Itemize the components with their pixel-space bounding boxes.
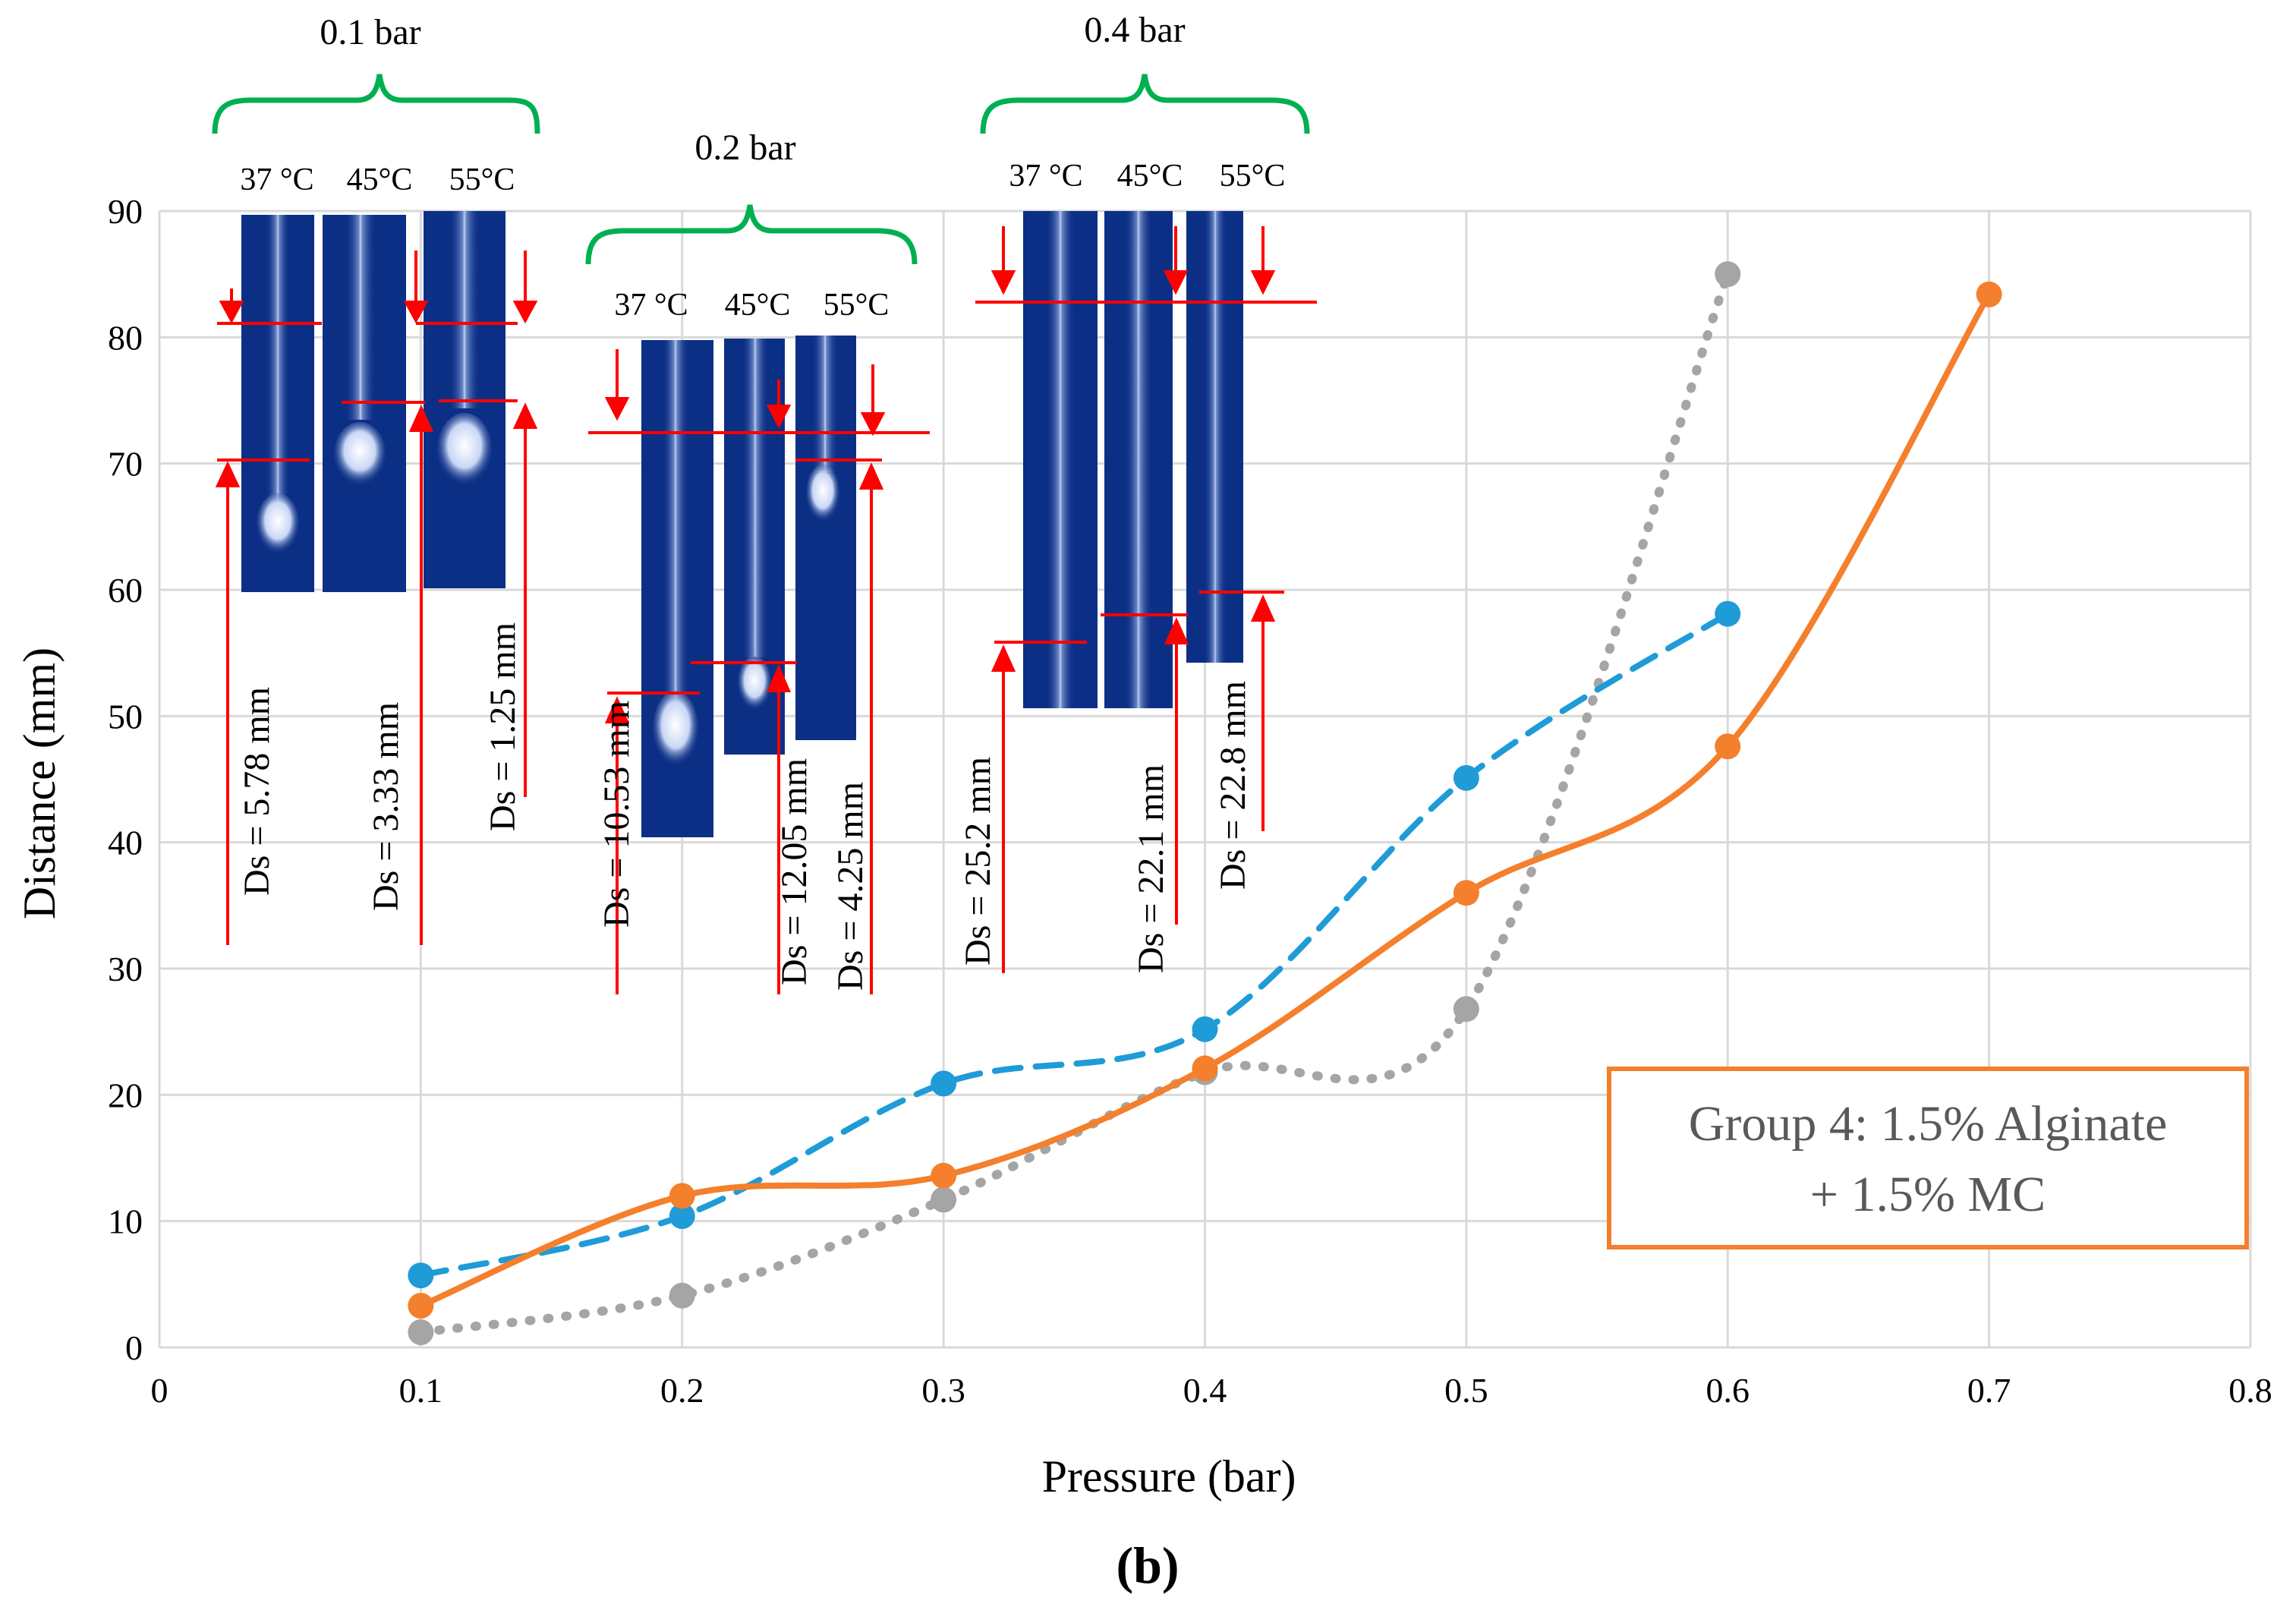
- photo-0.1-37: [241, 215, 314, 592]
- brace-0.2-bar: [585, 204, 918, 265]
- series-0-point-0: [408, 1262, 434, 1289]
- temp-label-0.4-45: 45°C: [1117, 159, 1183, 194]
- annotation-line-2: + 1.5% MC: [1810, 1167, 2046, 1222]
- x-axis-title: Pressure (bar): [1042, 1451, 1296, 1501]
- annotation-line-1: Group 4: 1.5% Alginate: [1689, 1096, 2168, 1152]
- series-2-point-2: [931, 1162, 957, 1189]
- data-series: [408, 261, 2002, 1346]
- x-tick-label: 0.5: [1444, 1371, 1488, 1410]
- temp-label-0.2-37: 37 °C: [614, 288, 688, 323]
- temp-label-0.2-45: 45°C: [725, 288, 791, 323]
- series-2-point-3: [1192, 1055, 1218, 1082]
- figure-caption: (b): [1116, 1536, 1179, 1594]
- inset-photos: 0.1 bar 37 °C 45°C 55°C: [212, 10, 1317, 994]
- pressure-label-0.4: 0.4 bar: [1084, 10, 1185, 50]
- photo-0.4-37: [1023, 211, 1098, 708]
- ds-label-0.2-37: Ds = 10.53 mm: [597, 701, 637, 928]
- brace-0.4-bar: [980, 74, 1310, 134]
- temp-label-0.4-55: 55°C: [1220, 159, 1286, 194]
- series-2-point-5: [1715, 733, 1741, 760]
- x-tick-label: 0.4: [1183, 1371, 1227, 1410]
- x-tick-label: 0.8: [2228, 1371, 2272, 1410]
- ds-label-0.2-55: Ds = 4.25 mm: [830, 782, 871, 991]
- inset-group-0.2-bar: 0.2 bar 37 °C 45°C 55°C: [585, 128, 930, 994]
- x-tick-label: 0.7: [1967, 1371, 2011, 1410]
- temp-label-0.1-37: 37 °C: [240, 162, 313, 197]
- photo-0.2-45: [724, 339, 785, 755]
- inset-group-0.4-bar: 0.4 bar 37 °C 45°C 55°C: [958, 10, 1317, 973]
- temp-label-0.1-45: 45°C: [347, 162, 413, 197]
- series-1-point-1: [669, 1282, 695, 1309]
- temp-label-0.4-37: 37 °C: [1009, 159, 1082, 194]
- temp-label-0.2-55: 55°C: [824, 288, 890, 323]
- y-tick-label: 80: [108, 318, 143, 357]
- x-tick-label: 0.2: [660, 1371, 704, 1410]
- series-1-point-5: [1715, 261, 1741, 288]
- ds-label-0.4-45: Ds = 22.1 mm: [1131, 764, 1171, 973]
- ds-label-0.1-55: Ds = 1.25 mm: [483, 622, 523, 831]
- pressure-label-0.2: 0.2 bar: [694, 128, 795, 168]
- series-1-point-2: [931, 1186, 957, 1213]
- photo-0.4-45: [1104, 211, 1173, 708]
- y-tick-label: 30: [108, 950, 143, 988]
- temp-label-0.1-55: 55°C: [449, 162, 515, 197]
- x-tick-label: 0.3: [921, 1371, 965, 1410]
- x-tick-label: 0.6: [1706, 1371, 1750, 1410]
- annotation-border: [1607, 1067, 2249, 1249]
- photo-0.4-55: [1186, 211, 1243, 663]
- series-2-point-1: [669, 1183, 695, 1209]
- y-tick-label: 60: [108, 571, 143, 610]
- y-tick-label: 20: [108, 1076, 143, 1114]
- series-1-point-4: [1453, 996, 1479, 1022]
- photo-0.2-55: [795, 336, 856, 740]
- series-2-point-0: [408, 1293, 434, 1319]
- ds-label-0.1-45: Ds = 3.33 mm: [366, 702, 406, 911]
- series-0-point-1: [669, 1203, 695, 1230]
- series-0-point-3: [1192, 1016, 1218, 1042]
- series-2-point-4: [1453, 880, 1479, 906]
- series-1-point-0: [408, 1319, 434, 1346]
- series-2-point-6: [1976, 281, 2002, 307]
- ds-label-0.1-37: Ds = 5.78 mm: [237, 687, 277, 896]
- y-tick-label: 0: [125, 1328, 143, 1367]
- series-0-point-4: [1453, 764, 1479, 791]
- series-line-0: [417, 610, 1731, 1279]
- y-tick-label: 90: [108, 192, 143, 231]
- ds-label-0.2-45: Ds = 12.05 mm: [774, 758, 814, 985]
- photo-0.2-37: [641, 340, 713, 837]
- y-tick-label: 50: [108, 697, 143, 736]
- series-0-point-2: [931, 1070, 957, 1097]
- inset-group-0.1-bar: 0.1 bar 37 °C 45°C 55°C: [212, 12, 540, 945]
- y-tick-label: 70: [108, 445, 143, 484]
- y-tick-label: 40: [108, 824, 143, 862]
- y-axis-title: Distance (mm): [14, 648, 65, 919]
- x-tick-label: 0: [151, 1371, 168, 1410]
- brace-0.1-bar: [212, 74, 540, 134]
- group-annotation: Group 4: 1.5% Alginate + 1.5% MC: [1607, 1067, 2249, 1249]
- axes: 0 10 20 30 40 50 60 70 80 90 0 0.1 0.2 0.3 0.4 0.5 0.6 0.…: [108, 192, 2272, 1410]
- series-0-point-5: [1715, 600, 1741, 627]
- x-tick-label: 0.1: [399, 1371, 443, 1410]
- ds-label-0.4-37: Ds = 25.2 mm: [958, 757, 998, 966]
- y-tick-label: 10: [108, 1202, 143, 1241]
- ds-label-0.4-55: Ds = 22.8 mm: [1213, 681, 1253, 890]
- pressure-label-0.1: 0.1 bar: [320, 12, 420, 52]
